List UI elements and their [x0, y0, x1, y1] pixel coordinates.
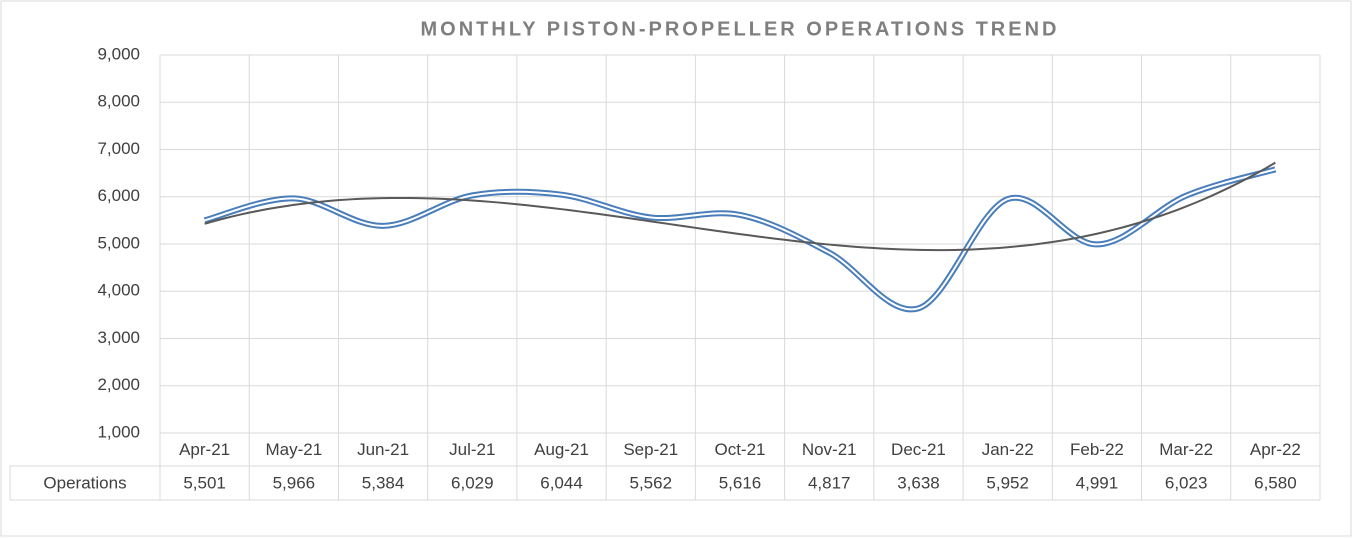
x-tick-label: Apr-21 [179, 440, 230, 459]
table-value: 4,991 [1076, 473, 1119, 492]
line-inner [204, 168, 1276, 311]
x-tick-label: Aug-21 [534, 440, 589, 459]
table-value: 4,817 [808, 473, 851, 492]
y-tick-label: 3,000 [97, 328, 140, 347]
x-tick-label: Feb-22 [1070, 440, 1124, 459]
y-tick-label: 2,000 [97, 375, 140, 394]
table-value: 6,044 [540, 473, 583, 492]
table-value: 5,562 [629, 473, 672, 492]
x-tick-label: Mar-22 [1159, 440, 1213, 459]
table-value: 5,384 [362, 473, 405, 492]
y-tick-label: 1,000 [97, 422, 140, 441]
y-tick-label: 4,000 [97, 281, 140, 300]
table-value: 6,023 [1165, 473, 1208, 492]
y-tick-label: 8,000 [97, 92, 140, 111]
y-tick-label: 5,000 [97, 233, 140, 252]
table-value: 5,501 [183, 473, 226, 492]
x-tick-label: Jun-21 [357, 440, 409, 459]
x-tick-label: Dec-21 [891, 440, 946, 459]
x-tick-label: Jul-21 [449, 440, 495, 459]
chart-title: MONTHLY PISTON-PROPELLER OPERATIONS TREN… [421, 18, 1060, 40]
y-tick-label: 6,000 [97, 186, 140, 205]
table-value: 5,952 [986, 473, 1029, 492]
table-series-name: Operations [43, 473, 126, 492]
x-tick-label: May-21 [266, 440, 323, 459]
table-value: 5,616 [719, 473, 762, 492]
y-tick-label: 7,000 [97, 139, 140, 158]
x-tick-label: Nov-21 [802, 440, 857, 459]
trendline [204, 161, 1276, 252]
table-value: 5,966 [273, 473, 316, 492]
x-tick-label: Jan-22 [982, 440, 1034, 459]
table-value: 6,029 [451, 473, 494, 492]
x-tick-label: Sep-21 [623, 440, 678, 459]
x-tick-label: Apr-22 [1250, 440, 1301, 459]
table-value: 3,638 [897, 473, 940, 492]
x-tick-label: Oct-21 [714, 440, 765, 459]
table-value: 6,580 [1254, 473, 1297, 492]
y-tick-label: 9,000 [97, 44, 140, 63]
